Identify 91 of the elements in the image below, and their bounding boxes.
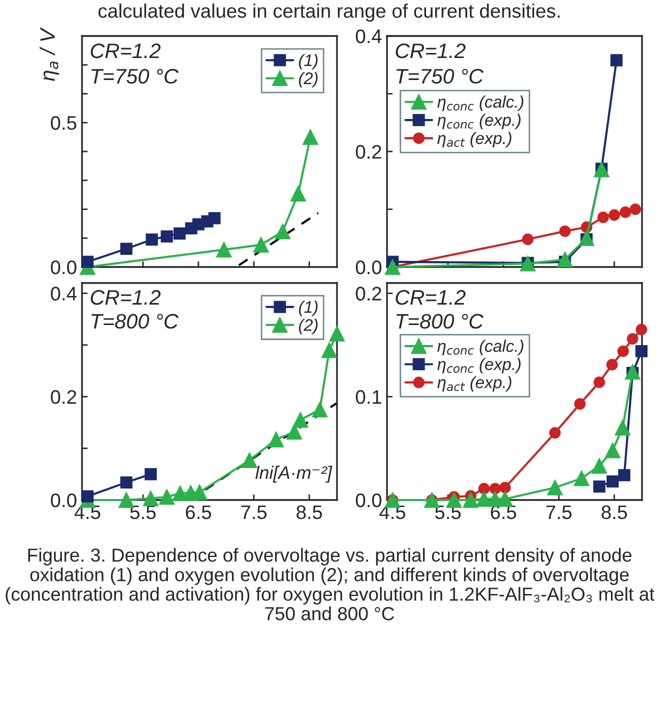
- annotation: T=750 °C: [396, 68, 484, 84]
- x-tick-label: 7.5: [241, 506, 267, 520]
- point: [290, 186, 306, 202]
- point: [593, 480, 606, 493]
- point: [618, 469, 630, 482]
- x-tick-label: 7.5: [546, 506, 572, 520]
- point: [574, 470, 590, 486]
- x-axis-title: lni[A·m⁻²]: [255, 466, 332, 483]
- point: [286, 424, 302, 440]
- point: [630, 204, 642, 215]
- point: [608, 209, 620, 221]
- point: [594, 376, 606, 388]
- point: [208, 212, 221, 224]
- legend-label: η$_{conc}$ (exp.): [437, 114, 521, 130]
- point: [312, 402, 328, 418]
- point: [549, 427, 561, 439]
- legend-label: η$_{conc}$ (exp.): [437, 358, 521, 374]
- point: [321, 342, 338, 358]
- point: [173, 227, 186, 240]
- point: [636, 324, 648, 336]
- x-tick-label: 8.5: [602, 505, 627, 520]
- point: [142, 490, 159, 506]
- annotation: CR=1.2: [396, 290, 466, 305]
- point: [614, 420, 630, 436]
- point: [120, 476, 132, 489]
- legend-label: η$_{conc}$ (calc.): [437, 340, 524, 356]
- legend-label: η$_{conc}$ (calc.): [437, 96, 524, 112]
- annotation: CR=1.2: [90, 290, 161, 305]
- point: [144, 468, 157, 480]
- y-axis-title: η$_{a}$ / V: [40, 27, 60, 82]
- y-tick-label: 0.2: [50, 390, 76, 404]
- point: [159, 489, 175, 505]
- point: [497, 491, 513, 507]
- annotation: T=750 °C: [92, 68, 179, 84]
- point: [606, 475, 619, 488]
- annotation: T=800 °C: [92, 314, 179, 329]
- legend-label: η$_{act}$ (exp.): [437, 132, 512, 148]
- point: [610, 54, 623, 66]
- annotation: CR=1.2: [90, 43, 161, 58]
- point: [160, 230, 173, 242]
- point: [522, 234, 534, 246]
- point: [302, 129, 318, 145]
- point: [597, 212, 609, 224]
- legend-label: (2): [298, 72, 318, 88]
- point: [592, 458, 608, 474]
- point: [216, 242, 232, 258]
- point: [499, 482, 511, 494]
- legend-label: (1): [298, 54, 318, 70]
- point: [547, 480, 563, 496]
- legend-label: (2): [298, 318, 318, 334]
- y-tick-label: 0.4: [356, 29, 382, 44]
- annotation: CR=1.2: [396, 43, 466, 58]
- point: [574, 398, 586, 410]
- point: [253, 236, 269, 253]
- y-tick-label: 0.5: [50, 116, 76, 130]
- y-tick-label: 0.2: [356, 144, 382, 159]
- point: [476, 491, 492, 507]
- x-tick-label: 6.5: [186, 505, 212, 520]
- point: [462, 492, 479, 508]
- annotation: T=800 °C: [396, 314, 484, 329]
- legend-label: (1): [298, 300, 318, 316]
- point: [620, 206, 632, 218]
- y-tick-label: 0.0: [50, 493, 76, 508]
- point: [635, 345, 648, 358]
- point: [81, 490, 94, 502]
- y-tick-label: 0.1: [356, 390, 382, 404]
- point: [81, 256, 94, 268]
- x-tick-label: 8.5: [296, 505, 322, 520]
- y-tick-label: 0.0: [356, 260, 382, 274]
- point: [292, 412, 308, 428]
- point: [146, 233, 158, 246]
- point: [578, 230, 594, 246]
- y-tick-label: 0.0: [356, 493, 382, 508]
- point: [274, 224, 290, 240]
- point: [557, 252, 573, 268]
- point: [617, 345, 629, 357]
- y-tick-label: 0.4: [50, 286, 77, 301]
- legend-label: η$_{act}$ (exp.): [437, 376, 512, 392]
- point: [329, 326, 345, 342]
- y-tick-label: 0.2: [356, 286, 382, 301]
- point: [606, 358, 618, 370]
- point: [242, 452, 258, 468]
- text: Figure. 3. Dependence of overvoltage vs. partial current density of anode oxidation (1) and oxygen evolution (2); and different kinds of overvoltage (concentration and activation) for oxygen evolution in 1.2KF-AlF₃-Al₂O₃ melt at 750 and 800 °C: [6, 548, 654, 620]
- point: [604, 442, 620, 458]
- point: [626, 333, 638, 345]
- point: [268, 432, 284, 448]
- y-tick-label: 0.0: [50, 260, 76, 274]
- point: [559, 225, 571, 237]
- point: [120, 242, 132, 255]
- text: calculated values in certain range of current densities.: [98, 4, 560, 22]
- point: [478, 482, 490, 494]
